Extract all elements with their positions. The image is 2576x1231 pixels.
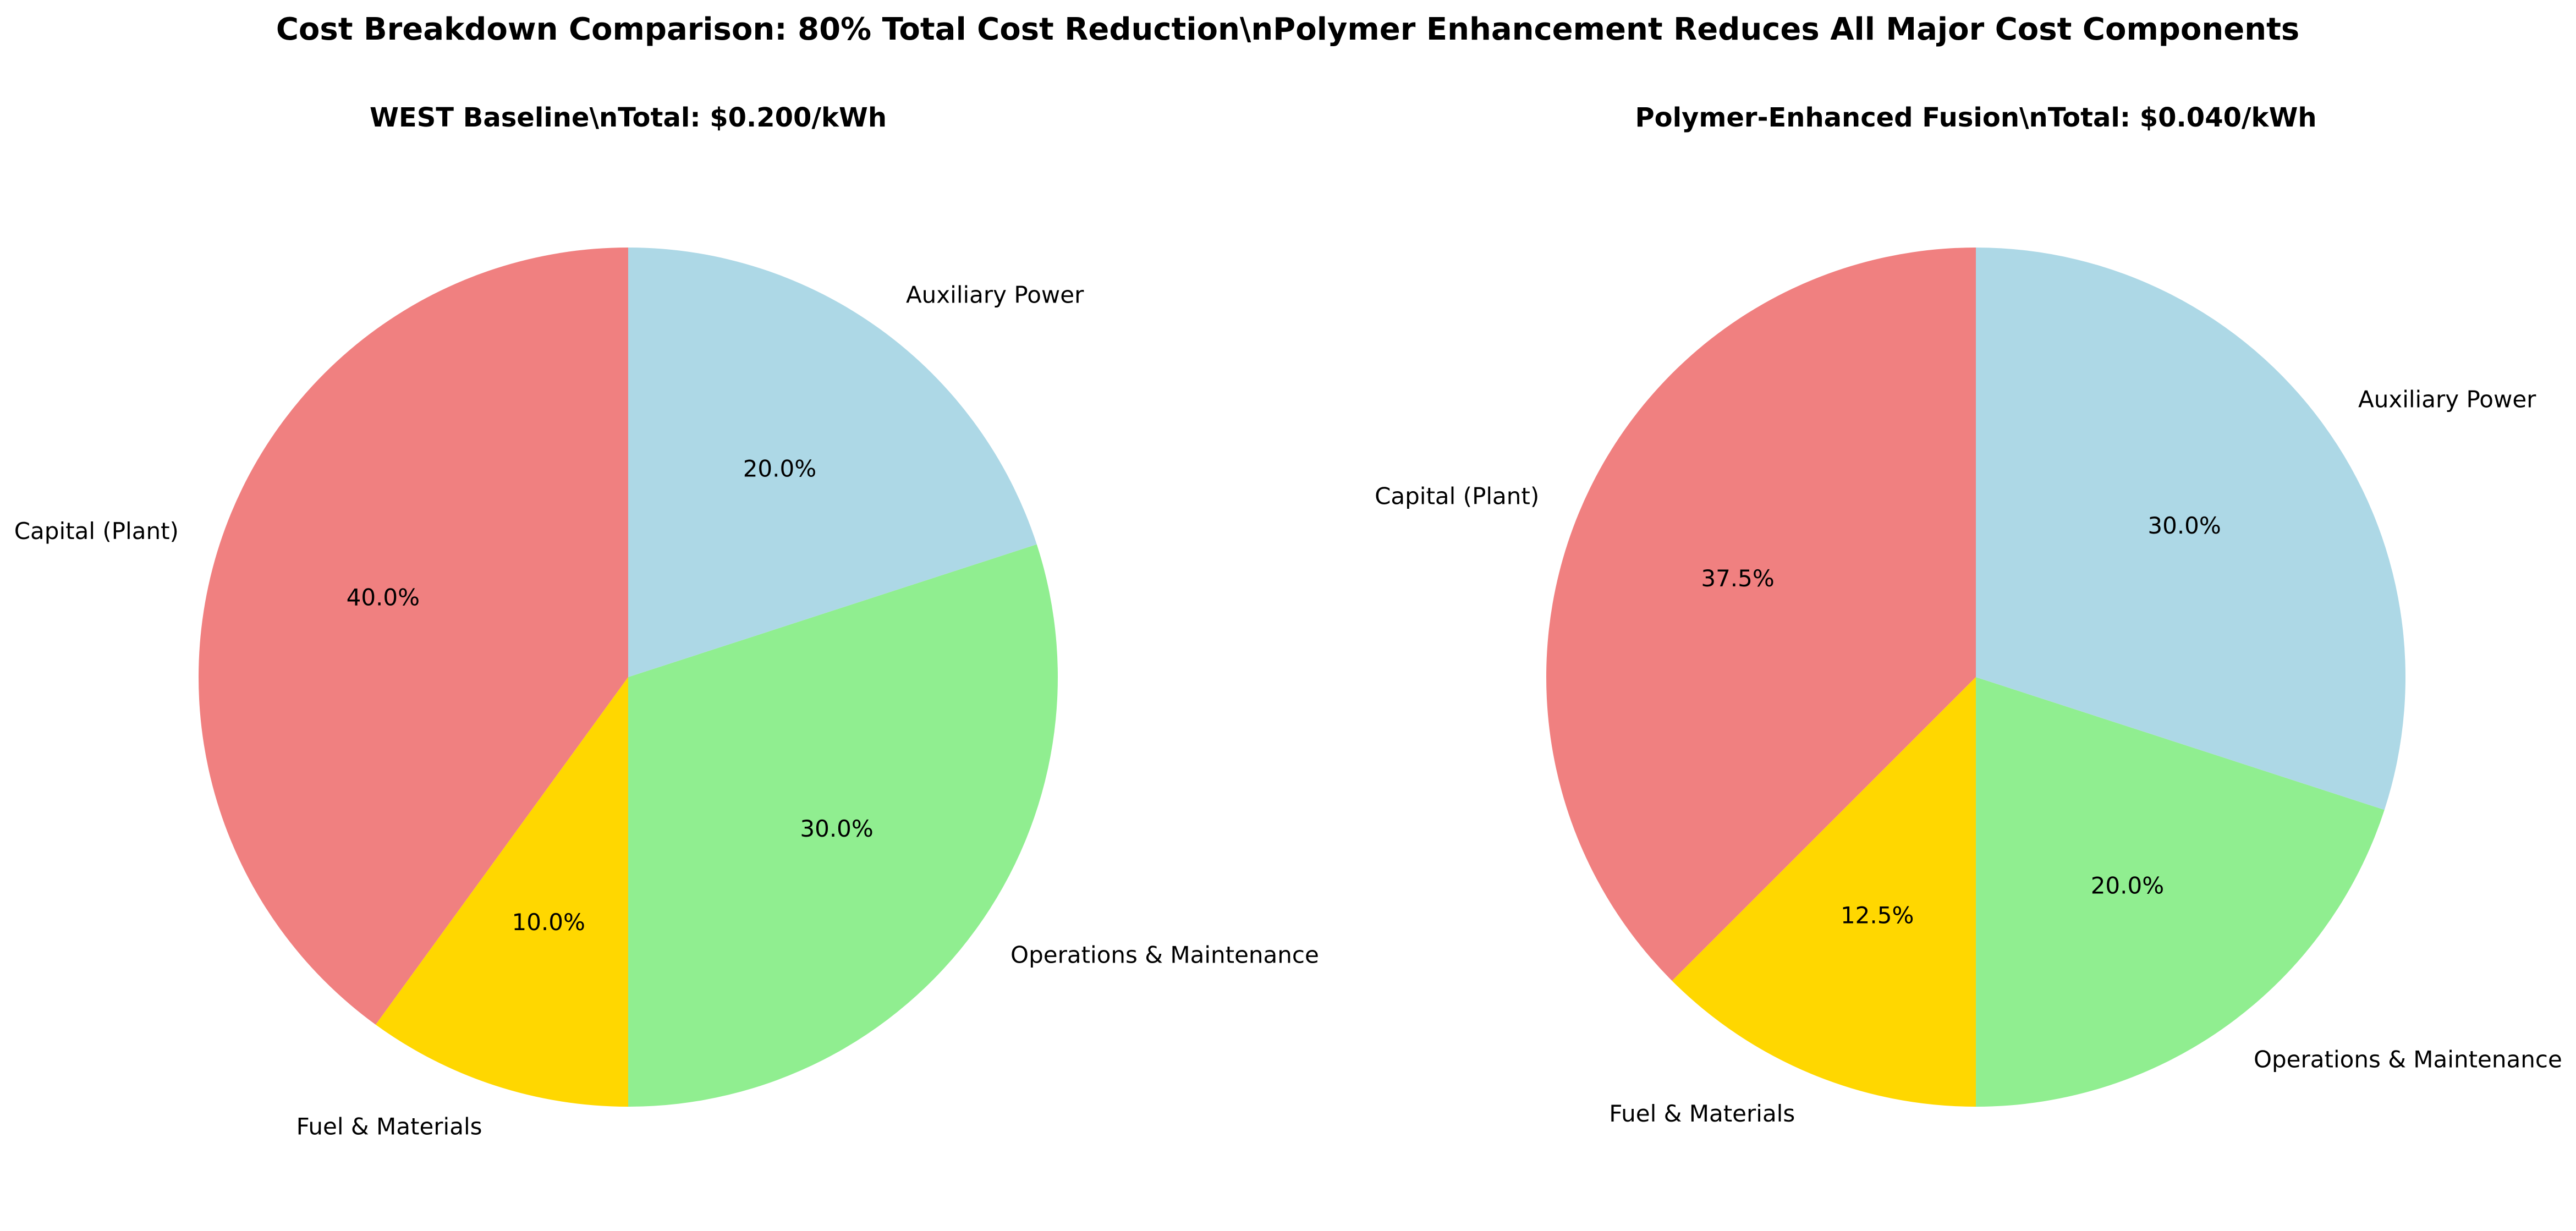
pie-slice-capital-plant bbox=[1546, 248, 1976, 981]
pie-slice-operations-and-maintenance bbox=[628, 544, 1058, 1107]
pct-label-capital-plant: 37.5% bbox=[1701, 565, 1774, 592]
pie-slice-operations-and-maintenance bbox=[1976, 677, 2385, 1107]
pct-label-auxiliary-power: 30.0% bbox=[2147, 512, 2221, 539]
pie-slices: 40.0% Capital (Plant) 10.0% Fuel & Material… bbox=[14, 248, 1319, 1140]
slice-label-operations-and-maintenance: Operations & Maintenance bbox=[2254, 1046, 2562, 1073]
pie-slices: 37.5% Capital (Plant) 12.5% Fuel & Material… bbox=[1375, 248, 2562, 1127]
pct-label-auxiliary-power: 20.0% bbox=[743, 455, 816, 482]
pie-slice-capital-plant bbox=[198, 248, 629, 1025]
pct-label-operations-and-maintenance: 30.0% bbox=[800, 815, 873, 842]
chart-title: WEST Baseline\nTotal: $0.200/kWh bbox=[370, 102, 887, 133]
pie-slice-fuel-and-materials bbox=[1672, 677, 1976, 1107]
pie-slice-auxiliary-power bbox=[628, 248, 1037, 677]
slice-label-auxiliary-power: Auxiliary Power bbox=[906, 281, 1084, 308]
pie-slice-fuel-and-materials bbox=[375, 677, 628, 1107]
slice-label-operations-and-maintenance: Operations & Maintenance bbox=[1010, 941, 1319, 968]
slice-label-auxiliary-power: Auxiliary Power bbox=[2358, 386, 2536, 413]
slice-label-fuel-and-materials: Fuel & Materials bbox=[296, 1113, 482, 1140]
chart-title: Polymer-Enhanced Fusion\nTotal: $0.040/k… bbox=[1635, 102, 2316, 133]
pct-label-capital-plant: 40.0% bbox=[347, 584, 420, 611]
pie-slice-auxiliary-power bbox=[1976, 248, 2405, 810]
figure-title: Cost Breakdown Comparison: 80% Total Cos… bbox=[276, 12, 2299, 47]
pie-chart-west-baseline: WEST Baseline\nTotal: $0.200/kWh 40.0% Ca… bbox=[14, 102, 1319, 1140]
pct-label-operations-and-maintenance: 20.0% bbox=[2091, 872, 2164, 899]
pct-label-fuel-and-materials: 12.5% bbox=[1841, 902, 1914, 928]
pct-label-fuel-and-materials: 10.0% bbox=[512, 909, 585, 936]
slice-label-capital-plant: Capital (Plant) bbox=[14, 518, 179, 545]
slice-label-capital-plant: Capital (Plant) bbox=[1375, 483, 1539, 510]
slice-label-fuel-and-materials: Fuel & Materials bbox=[1609, 1100, 1795, 1127]
pie-chart-polymer-enhanced: Polymer-Enhanced Fusion\nTotal: $0.040/k… bbox=[1375, 102, 2562, 1127]
